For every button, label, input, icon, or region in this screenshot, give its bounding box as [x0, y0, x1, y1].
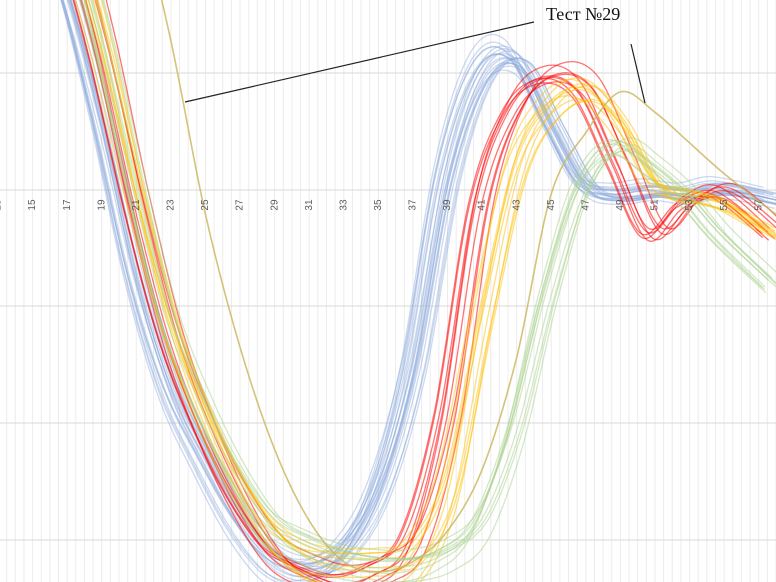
annotation: Тест №29 [184, 4, 646, 104]
series-line [102, 0, 776, 561]
x-tick-label: 27 [235, 199, 246, 211]
x-tick-label: 41 [477, 199, 488, 211]
x-tick-label: 43 [511, 199, 522, 211]
series-line [90, 0, 773, 552]
x-tick-label: 35 [373, 199, 384, 211]
x-tick-label: 19 [96, 199, 107, 211]
x-tick-label: 17 [62, 199, 73, 211]
annotation-leader-line-left [184, 21, 535, 103]
x-tick-label: 39 [442, 199, 453, 211]
series-line [60, 0, 768, 569]
x-tick-label: 23 [166, 199, 177, 211]
series-line [70, 0, 776, 570]
series-line [70, 0, 776, 565]
x-tick-label: 57 [753, 199, 764, 211]
series-line [100, 0, 776, 582]
series-line [66, 0, 774, 561]
x-tick-label: 53 [684, 199, 695, 211]
x-tick-label: 47 [580, 199, 591, 211]
x-tick-label: 25 [200, 199, 211, 211]
x-tick-label: 51 [650, 199, 661, 211]
annotation-leader-line-right [630, 43, 646, 104]
x-tick-label: 21 [131, 199, 142, 211]
x-tick-label: 37 [408, 199, 419, 211]
x-tick-label: 49 [615, 199, 626, 211]
series-line [84, 0, 766, 574]
series-line [105, 0, 776, 582]
series-line [74, 0, 776, 570]
series-line [88, 0, 769, 561]
series-line [101, 0, 776, 582]
x-tick-label: 31 [304, 199, 315, 211]
series-line [73, 0, 763, 576]
series-line [79, 0, 765, 563]
annotation-label: Тест №29 [546, 4, 620, 24]
series-line [60, 0, 766, 564]
x-tick-label: 29 [269, 199, 280, 211]
series-line [87, 0, 776, 555]
series-line [78, 0, 776, 577]
x-tick-label: 13 [0, 199, 4, 211]
series-line [61, 0, 770, 571]
x-tick-label: 15 [27, 199, 38, 211]
x-tick-labels: 13 15 17 19 21 23 25 27 29 31 33 35 37 39 41 43 45 47 49 51… [0, 199, 764, 211]
x-tick-label: 33 [338, 199, 349, 211]
series-line [61, 0, 775, 565]
x-tick-label: 55 [719, 199, 730, 211]
x-tick-label: 45 [546, 199, 557, 211]
